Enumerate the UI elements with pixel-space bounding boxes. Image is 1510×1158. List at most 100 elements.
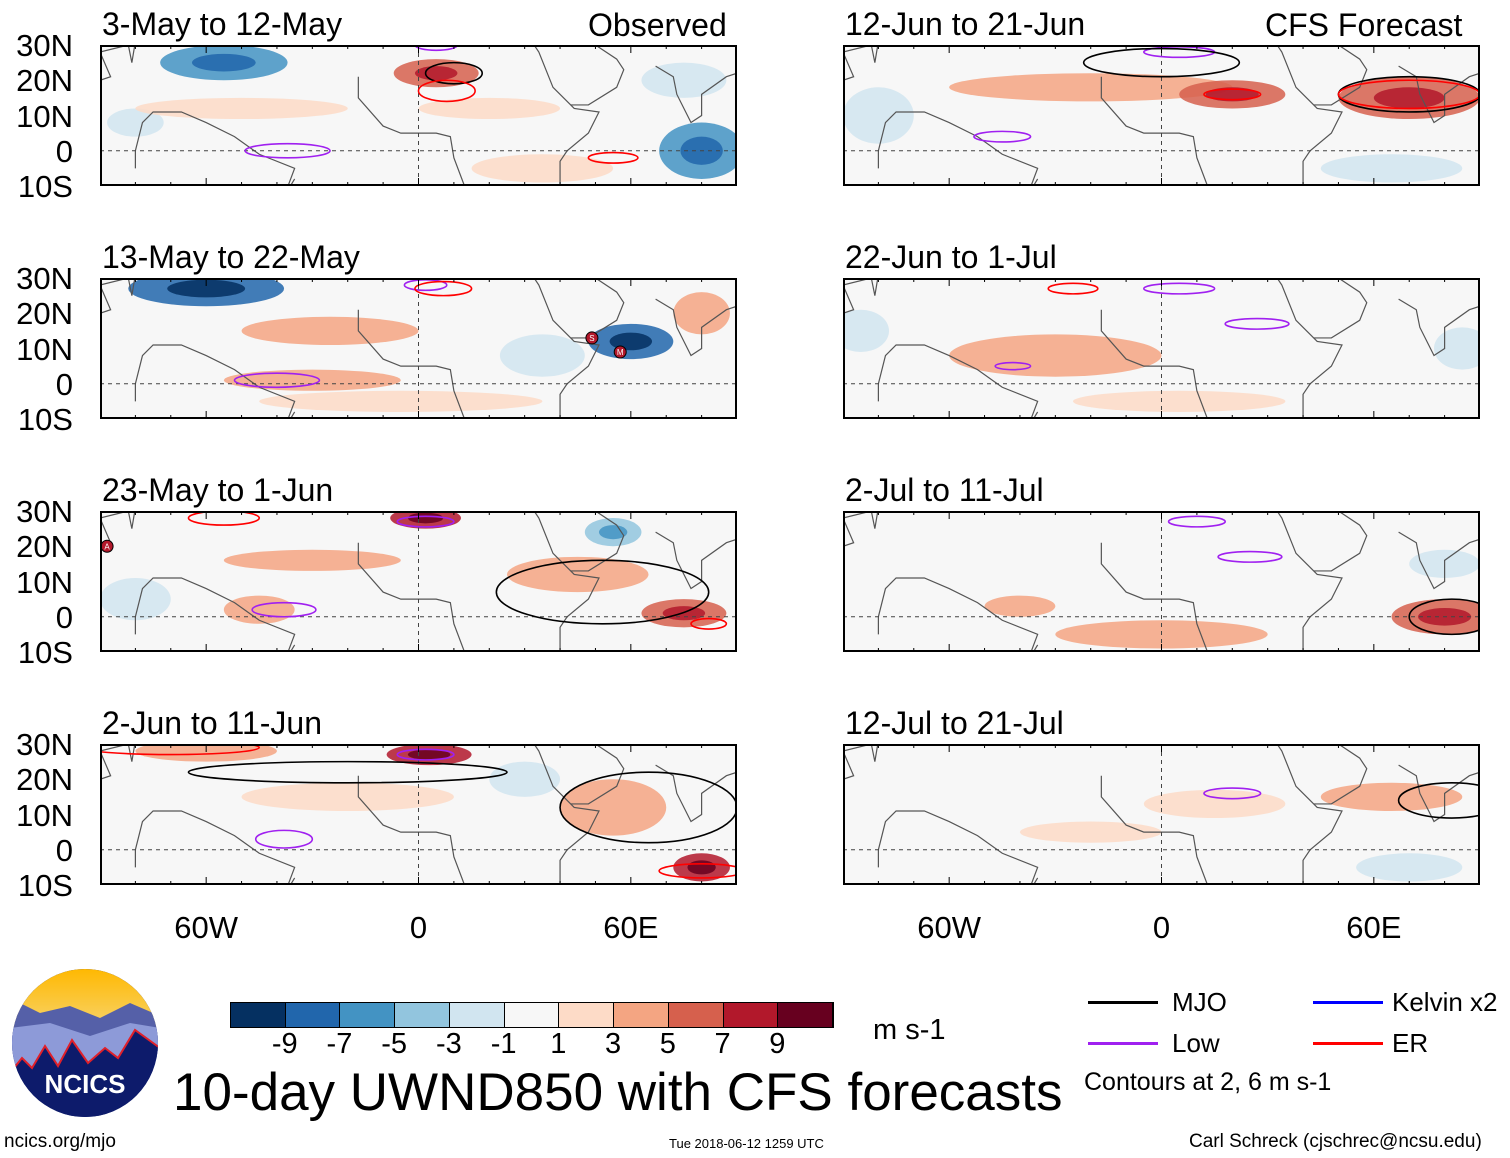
coastline	[100, 744, 136, 780]
colorbar-tick-label: 9	[769, 1028, 786, 1060]
map-frame	[100, 45, 737, 186]
coastline	[1276, 278, 1343, 419]
legend-er: ER	[1392, 1028, 1429, 1058]
colorbar-swatch	[723, 1003, 779, 1027]
lat-label: 20N	[16, 762, 73, 798]
wind-anomaly	[673, 292, 730, 335]
contour-low	[994, 361, 1032, 371]
map-frame	[843, 744, 1480, 885]
contour-er	[187, 511, 261, 526]
footer-author: Carl Schreck (cjschrec@ncsu.edu)	[1189, 1131, 1482, 1152]
wind-anomaly	[1356, 853, 1463, 882]
lat-label: 0	[55, 599, 73, 635]
contour-mjo	[495, 559, 710, 625]
wind-anomaly	[241, 782, 454, 811]
observed-label: Observed	[588, 7, 727, 43]
legend-kelvin: Kelvin x2	[1392, 987, 1498, 1017]
coastline	[100, 45, 136, 81]
wind-anomaly	[1143, 789, 1286, 819]
contour-note: Contours at 2, 6 m s-1	[1084, 1068, 1332, 1096]
coastline	[843, 744, 879, 780]
map-panel	[843, 45, 1480, 186]
coastline	[843, 511, 879, 547]
coastline	[134, 810, 296, 885]
contour-er	[690, 617, 728, 630]
panel-title: 12-Jul to 21-Jul	[845, 705, 1064, 741]
lat-label: 30N	[16, 494, 73, 529]
colorbar-swatch	[614, 1003, 669, 1027]
contour-low	[414, 45, 459, 52]
contour-er	[1337, 79, 1480, 110]
lat-label: 10N	[16, 797, 73, 833]
colorbar-swatch	[559, 1003, 615, 1027]
colorbar-swatch	[668, 1003, 724, 1027]
wind-anomaly	[1320, 154, 1463, 183]
coastline	[877, 577, 1039, 652]
footer-timestamp: Tue 2018-06-12 1259 UTC	[669, 1136, 824, 1151]
coastline	[655, 764, 737, 823]
coastline	[533, 278, 600, 419]
coastline	[1313, 278, 1368, 339]
contour-er	[658, 863, 737, 879]
map-panel: SM	[100, 278, 737, 419]
contour-mjo	[1408, 598, 1480, 636]
wind-anomaly	[1434, 327, 1480, 370]
coastline	[1313, 45, 1368, 106]
coastline	[1276, 45, 1343, 186]
colorbar-swatch	[395, 1003, 450, 1027]
coastline	[100, 278, 136, 314]
coastline	[877, 111, 1039, 186]
map-panel	[843, 511, 1480, 652]
wind-anomaly	[949, 334, 1162, 377]
panel-title: 2-Jul to 11-Jul	[845, 472, 1044, 508]
lon-label: 60W	[917, 910, 982, 945]
coastline	[655, 65, 737, 124]
lat-label: 10S	[17, 169, 73, 205]
wind-anomaly	[1019, 821, 1162, 843]
lat-label: 10N	[16, 564, 73, 600]
colorbar-swatch	[231, 1003, 286, 1027]
lon-label: 0	[1152, 910, 1171, 945]
wind-anomaly	[843, 309, 889, 353]
contour-er	[414, 280, 473, 297]
contour-er	[1203, 88, 1262, 101]
wind-anomaly	[259, 390, 543, 412]
footer-url[interactable]: ncics.org/mjo	[4, 1131, 116, 1152]
lat-label: 20N	[16, 296, 73, 332]
lat-label: 20N	[16, 63, 73, 99]
coastline	[1276, 511, 1343, 652]
colorbar-tick-label: -9	[271, 1028, 298, 1060]
map-frame	[100, 278, 737, 419]
colorbar-swatch	[449, 1003, 505, 1027]
map-panel	[100, 45, 737, 186]
main-title: 10-day UWND850 with CFS forecasts	[173, 1063, 1063, 1122]
contour-low	[251, 601, 317, 618]
kelvin-line-swatch	[1313, 1001, 1383, 1004]
lat-label: 20N	[16, 529, 73, 565]
coastline	[570, 744, 625, 805]
wind-anomaly-core	[598, 525, 628, 540]
coastline	[843, 45, 879, 81]
coastline	[655, 298, 737, 357]
wind-anomaly	[418, 97, 561, 120]
colorbar-tick-label: 5	[659, 1028, 676, 1060]
colorbar-swatch	[285, 1003, 341, 1027]
coastline	[877, 344, 1039, 419]
map-panel: A	[100, 511, 737, 652]
wind-anomaly-core	[192, 53, 256, 72]
svg-text:A: A	[104, 542, 110, 551]
colorbar-swatch	[778, 1003, 834, 1027]
ncics-logo: NCICS	[12, 969, 158, 1117]
cfs-forecast-label: CFS Forecast	[1265, 7, 1463, 43]
wind-anomaly-core	[1373, 87, 1445, 109]
contour-er	[100, 744, 261, 756]
wind-anomaly	[843, 87, 914, 144]
map-panel	[100, 744, 737, 885]
wind-anomaly-core	[167, 279, 246, 298]
wind-anomaly-core	[1205, 87, 1259, 102]
coastline	[134, 111, 296, 186]
panel-title: 23-May to 1-Jun	[102, 472, 334, 508]
lat-label: 0	[55, 832, 73, 868]
map-frame	[843, 278, 1480, 419]
map-frame	[100, 744, 737, 885]
